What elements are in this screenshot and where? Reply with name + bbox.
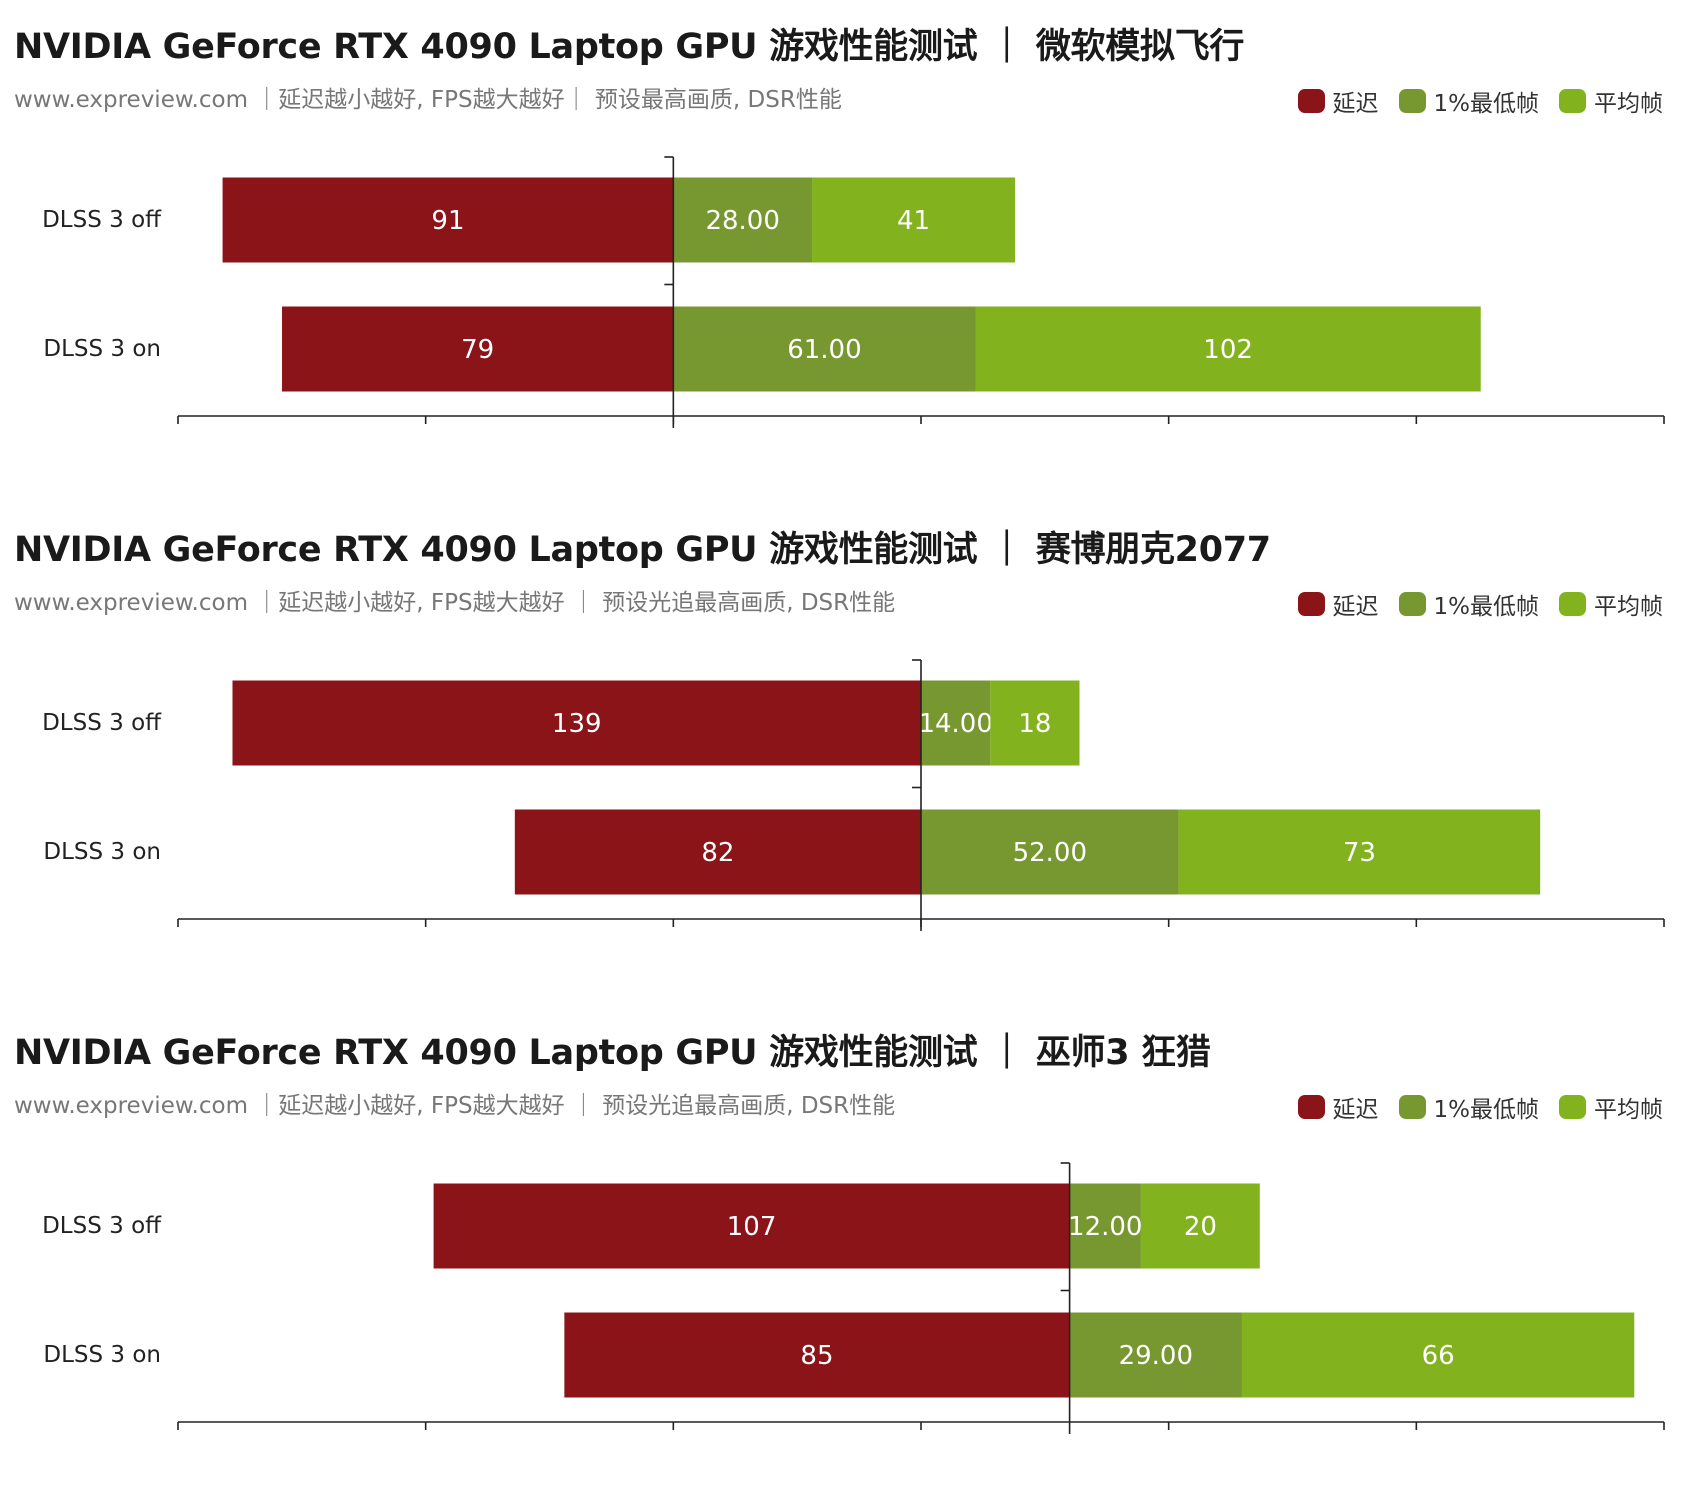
category-label: DLSS 3 on: [43, 839, 161, 865]
legend-swatch-latency: [1297, 89, 1325, 113]
chart-subtitle: www.expreview.com ｜延迟越小越好, FPS越大越好 ｜ 预设光…: [14, 590, 896, 616]
bar-low1: [1069, 1183, 1141, 1269]
bar-latency: [514, 809, 921, 895]
legend-item-avg: 平均帧: [1559, 84, 1663, 118]
category-label: DLSS 3 off: [42, 1213, 162, 1239]
bar-low1: [921, 680, 991, 766]
legend-swatch-low1: [1398, 1095, 1426, 1119]
chart-title: NVIDIA GeForce RTX 4090 Laptop GPU 游戏性能测…: [14, 1033, 1211, 1073]
legend-item-low1: 1%最低帧: [1398, 587, 1540, 621]
data-label: 41: [897, 206, 930, 236]
data-label: 29.00: [1119, 1341, 1193, 1371]
bar-avg: [975, 306, 1481, 392]
bar-low1: [673, 177, 813, 263]
bar-latency: [282, 306, 674, 392]
bar-avg: [990, 680, 1080, 766]
chart-plot: DLSS 3 off 91 28.00 41 DLSS 3 on 79 61.00 102: [42, 156, 1665, 428]
category-label: DLSS 3 on: [43, 336, 161, 362]
bar-avg: [812, 177, 1016, 263]
category-label: DLSS 3 off: [42, 207, 162, 233]
legend-item-low1: 1%最低帧: [1398, 84, 1540, 118]
chart-panel-3: NVIDIA GeForce RTX 4090 Laptop GPU 游戏性能测…: [0, 1006, 1681, 1506]
legend-label-latency: 延迟: [1332, 594, 1379, 620]
legend-item-avg: 平均帧: [1559, 587, 1663, 621]
chart-panel-1: NVIDIA GeForce RTX 4090 Laptop GPU 游戏性能测…: [0, 0, 1681, 500]
data-label: 82: [701, 838, 734, 868]
data-label: 66: [1422, 1341, 1455, 1371]
chart-title: NVIDIA GeForce RTX 4090 Laptop GPU 游戏性能测…: [14, 530, 1271, 570]
chart-panel-2: NVIDIA GeForce RTX 4090 Laptop GPU 游戏性能测…: [0, 503, 1681, 1003]
data-label: 85: [800, 1341, 833, 1371]
data-label: 73: [1343, 838, 1376, 868]
data-label: 91: [431, 206, 464, 236]
legend-label-low1: 1%最低帧: [1433, 1097, 1540, 1123]
legend-swatch-avg: [1559, 1095, 1586, 1119]
legend-swatch-low1: [1398, 592, 1426, 616]
legend-item-low1: 1%最低帧: [1398, 1090, 1540, 1124]
chart-title: NVIDIA GeForce RTX 4090 Laptop GPU 游戏性能测…: [14, 27, 1245, 67]
data-label: 102: [1203, 335, 1253, 365]
legend-swatch-latency: [1297, 1095, 1325, 1119]
data-label: 18: [1018, 709, 1051, 739]
bar-latency: [564, 1312, 1070, 1398]
data-label: 61.00: [787, 335, 861, 365]
legend-label-latency: 延迟: [1332, 1097, 1379, 1123]
legend: 延迟 1%最低帧 平均帧: [1297, 1090, 1663, 1124]
bar-latency: [222, 177, 674, 263]
legend-label-low1: 1%最低帧: [1433, 91, 1540, 117]
legend-swatch-latency: [1297, 592, 1325, 616]
data-label: 28.00: [705, 206, 779, 236]
legend-label-avg: 平均帧: [1594, 91, 1663, 117]
bar-low1: [1069, 1312, 1242, 1398]
legend-item-latency: 延迟: [1297, 84, 1379, 118]
bar-latency: [232, 680, 921, 766]
bar-low1: [921, 809, 1179, 895]
legend-swatch-avg: [1559, 592, 1586, 616]
data-label: 139: [552, 709, 602, 739]
data-label: 107: [727, 1212, 777, 1242]
legend-label-avg: 平均帧: [1594, 594, 1663, 620]
chart-plot: DLSS 3 off 139 14.00 18 DLSS 3 on 82 52.00 73: [42, 659, 1665, 931]
legend-label-avg: 平均帧: [1594, 1097, 1663, 1123]
category-label: DLSS 3 on: [43, 1342, 161, 1368]
chart-subtitle: www.expreview.com ｜延迟越小越好, FPS越大越好 ｜ 预设光…: [14, 1093, 896, 1119]
legend: 延迟 1%最低帧 平均帧: [1297, 587, 1663, 621]
data-label: 20: [1184, 1212, 1217, 1242]
data-label: 14.00: [918, 709, 992, 739]
legend-label-latency: 延迟: [1332, 91, 1379, 117]
legend-item-avg: 平均帧: [1559, 1090, 1663, 1124]
bar-low1: [673, 306, 976, 392]
legend: 延迟 1%最低帧 平均帧: [1297, 84, 1663, 118]
bar-avg: [1140, 1183, 1260, 1269]
bar-avg: [1178, 809, 1541, 895]
data-label: 79: [461, 335, 494, 365]
chart-subtitle: www.expreview.com ｜延迟越小越好, FPS越大越好｜ 预设最高…: [14, 87, 842, 113]
legend-swatch-low1: [1398, 89, 1426, 113]
chart-plot: DLSS 3 off 107 12.00 20 DLSS 3 on 85 29.00 66: [42, 1162, 1665, 1434]
legend-label-low1: 1%最低帧: [1433, 594, 1540, 620]
bar-avg: [1241, 1312, 1635, 1398]
bar-latency: [433, 1183, 1070, 1269]
legend-swatch-avg: [1559, 89, 1586, 113]
category-label: DLSS 3 off: [42, 710, 162, 736]
data-label: 52.00: [1013, 838, 1087, 868]
legend-item-latency: 延迟: [1297, 1090, 1379, 1124]
legend-item-latency: 延迟: [1297, 587, 1379, 621]
data-label: 12.00: [1068, 1212, 1142, 1242]
